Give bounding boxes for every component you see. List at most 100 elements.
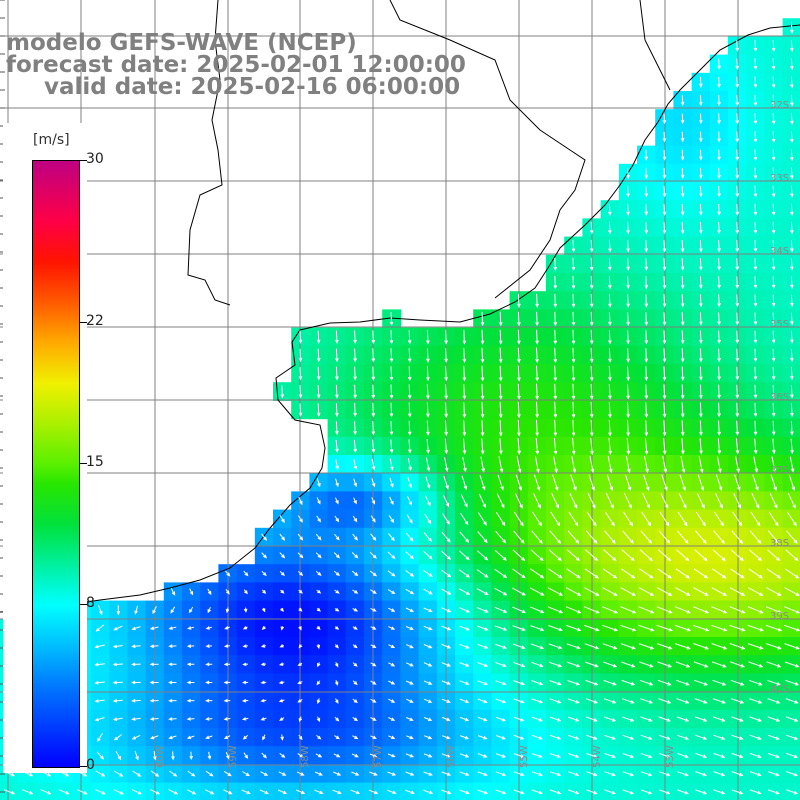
wind-arrow	[638, 624, 655, 632]
wind-arrow	[680, 113, 685, 125]
wind-arrow	[316, 589, 322, 594]
wind-arrow	[639, 679, 654, 686]
wind-arrow	[535, 437, 540, 455]
border-line	[639, 0, 671, 91]
wind-arrow	[735, 113, 740, 125]
wind-arrow	[530, 625, 545, 631]
wind-arrow	[626, 366, 630, 382]
wind-arrow	[549, 530, 562, 544]
wind-arrow	[621, 661, 636, 668]
wind-arrow	[622, 753, 635, 758]
wind-arrow	[735, 167, 740, 180]
wind-arrow	[149, 680, 159, 685]
wind-arrow	[279, 552, 286, 559]
wind-arrow	[480, 347, 485, 364]
wind-arrow	[624, 474, 632, 491]
wind-arrow	[514, 493, 523, 509]
wind-arrow	[353, 459, 358, 471]
wind-arrow	[585, 530, 598, 544]
wind-arrow	[658, 771, 671, 777]
wind-arrow	[605, 493, 614, 509]
wind-arrow	[388, 626, 396, 630]
wind-arrow	[496, 493, 505, 509]
wind-arrow	[585, 698, 599, 704]
wind-arrow	[789, 76, 794, 89]
wind-arrow	[608, 419, 612, 437]
wind-arrow	[789, 203, 794, 216]
wind-arrow	[407, 384, 412, 400]
wind-arrow	[620, 587, 637, 596]
colorbar-tick-label: 22	[86, 312, 104, 329]
wind-arrow	[680, 366, 685, 381]
colorbar-tick-label: 15	[86, 454, 104, 470]
wind-arrow	[534, 456, 540, 474]
wind-arrow	[603, 698, 617, 704]
wind-arrow	[170, 606, 176, 614]
wind-arrow	[498, 365, 503, 382]
wind-arrow	[549, 716, 562, 722]
wind-arrow	[771, 149, 776, 162]
wind-arrow	[242, 662, 249, 667]
wind-arrow	[608, 437, 612, 455]
wind-arrow	[571, 456, 577, 474]
wind-arrow	[517, 419, 521, 437]
wind-arrow	[407, 496, 412, 506]
wind-arrow	[131, 698, 141, 703]
wind-arrow	[278, 771, 287, 776]
wind-arrow	[790, 438, 794, 455]
legend-unit: [m/s]	[33, 132, 70, 148]
wind-arrow	[621, 698, 635, 704]
wind-arrow	[277, 789, 288, 795]
wind-arrow	[753, 294, 758, 308]
wind-arrow	[753, 366, 758, 381]
wind-arrow	[242, 680, 249, 685]
wind-arrow	[243, 607, 248, 613]
wind-arrow	[549, 698, 562, 704]
wind-arrow	[662, 402, 667, 418]
wind-arrow	[369, 551, 377, 559]
wind-arrow	[113, 770, 124, 777]
wind-arrow	[571, 311, 576, 327]
wind-arrow	[640, 530, 653, 544]
wind-arrow	[735, 40, 740, 52]
wind-arrow	[571, 347, 576, 364]
wind-arrow	[242, 625, 248, 630]
wind-arrow	[225, 589, 230, 595]
wind-arrow	[405, 662, 414, 667]
wind-arrow	[786, 789, 799, 795]
wind-arrow	[548, 549, 562, 562]
wind-arrow	[753, 438, 758, 455]
wind-arrow	[530, 549, 544, 562]
wind-arrow	[553, 419, 558, 437]
wind-arrow	[298, 348, 303, 363]
wind-arrow	[205, 644, 213, 648]
wind-arrow	[695, 752, 708, 758]
wind-arrow	[717, 258, 721, 271]
latitude-label: 32S	[770, 100, 790, 111]
wind-arrow	[753, 58, 758, 71]
wind-arrow	[243, 570, 249, 577]
wind-arrow	[789, 185, 794, 198]
wind-arrow	[713, 752, 726, 758]
wind-arrow	[278, 680, 285, 685]
wind-arrow	[462, 456, 467, 473]
wind-arrow	[680, 456, 686, 474]
wind-arrow	[626, 312, 630, 327]
wind-arrow	[462, 347, 467, 364]
wind-arrow	[680, 240, 685, 253]
wind-arrow	[223, 789, 233, 795]
wind-arrow	[550, 511, 561, 527]
wind-arrow	[608, 239, 612, 253]
wind-arrow	[571, 419, 576, 437]
wind-arrow	[441, 680, 451, 685]
wind-arrow	[590, 437, 594, 456]
wind-arrow	[353, 348, 357, 363]
wind-arrow	[772, 438, 776, 455]
wind-arrow	[644, 402, 649, 418]
wind-arrow	[333, 753, 341, 758]
wind-arrow	[767, 679, 781, 686]
wind-arrow	[243, 589, 248, 595]
wind-arrow	[586, 734, 598, 740]
wind-arrow	[131, 662, 141, 667]
wind-arrow	[786, 734, 799, 740]
